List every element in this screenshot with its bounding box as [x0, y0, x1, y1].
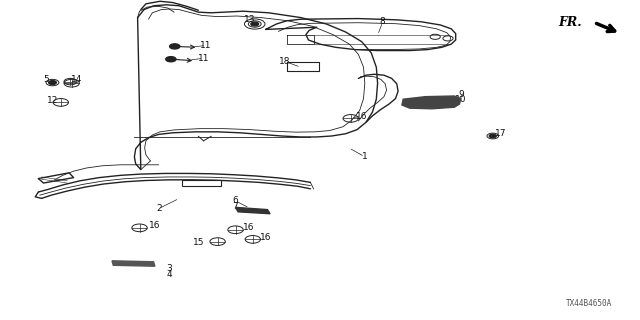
Text: 13: 13 — [244, 15, 255, 24]
Circle shape — [251, 22, 259, 26]
Text: 9: 9 — [458, 90, 463, 99]
FancyBboxPatch shape — [182, 180, 221, 186]
Text: 2: 2 — [156, 204, 161, 213]
Polygon shape — [402, 96, 461, 109]
Circle shape — [490, 134, 496, 138]
Polygon shape — [236, 207, 270, 214]
Text: 17: 17 — [495, 129, 506, 138]
Text: 4: 4 — [167, 270, 172, 279]
Text: 11: 11 — [200, 41, 212, 50]
Text: 7: 7 — [233, 202, 238, 211]
Text: 11: 11 — [198, 54, 209, 63]
Text: 3: 3 — [167, 264, 172, 273]
Text: 16: 16 — [149, 221, 161, 230]
Text: 16: 16 — [243, 223, 254, 232]
Text: 15: 15 — [193, 238, 204, 247]
Text: FR.: FR. — [559, 16, 582, 29]
Text: 1: 1 — [362, 152, 367, 161]
Circle shape — [170, 44, 180, 49]
Text: 10: 10 — [455, 95, 467, 104]
Circle shape — [166, 57, 176, 62]
Text: 8: 8 — [380, 17, 385, 26]
Text: 6: 6 — [233, 196, 238, 205]
Text: 5: 5 — [44, 75, 49, 84]
Text: TX44B4650A: TX44B4650A — [566, 299, 612, 308]
Polygon shape — [112, 261, 155, 266]
Text: 16: 16 — [356, 112, 367, 121]
Circle shape — [49, 81, 56, 84]
Text: 12: 12 — [47, 96, 58, 105]
Text: 16: 16 — [260, 233, 271, 242]
Text: 14: 14 — [71, 75, 83, 84]
Text: 18: 18 — [279, 57, 291, 66]
